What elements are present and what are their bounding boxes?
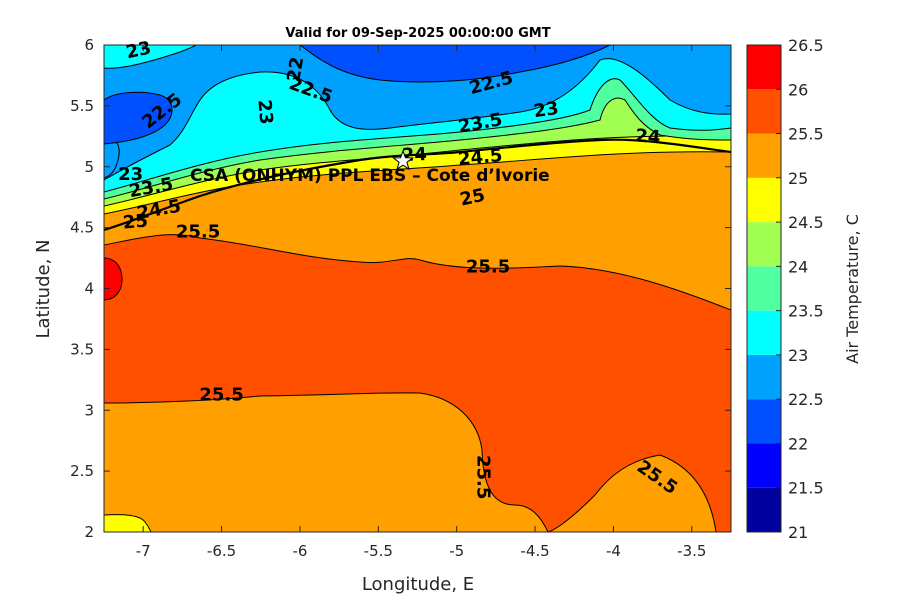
colorbar: 21 21.5 22 22.5 23 23.5 24 24.5 25 25.5 26 26.5: [746, 36, 824, 542]
contour-label: 23: [124, 37, 153, 63]
colorbar-swatch: [747, 45, 781, 90]
colorbar-tick-label: 24: [788, 257, 808, 276]
colorbar-swatch: [747, 222, 781, 267]
contour-label: 22: [283, 55, 308, 83]
colorbar-tick-label: 21.5: [788, 479, 824, 498]
region-26: [104, 257, 123, 301]
y-tick-label: 3.5: [70, 340, 94, 358]
colorbar-swatch: [747, 487, 781, 532]
contour-label: 23: [253, 99, 276, 126]
x-tick-label: -4: [606, 542, 621, 560]
contour-label: 23: [118, 164, 143, 185]
y-axis-ticks: 2 2.5 3 3.5 4 4.5 5 5.5 6: [70, 36, 731, 541]
y-tick-label: 2.5: [70, 462, 94, 480]
contour-label: 25.5: [466, 257, 510, 278]
x-tick-label: -5: [449, 542, 464, 560]
colorbar-swatch: [747, 354, 781, 400]
contour-label: 25.5: [472, 455, 493, 499]
colorbar-tick-label: 23: [788, 346, 808, 365]
colorbar-swatch: [747, 133, 781, 178]
colorbar-tick-label: 26: [788, 80, 808, 99]
y-tick-label: 5: [84, 158, 94, 176]
station-marker: CSA (ONHYM) PPL EBS – Cote d’Ivorie: [190, 149, 550, 186]
x-tick-label: -5.5: [364, 542, 393, 560]
colorbar-swatch: [747, 399, 781, 444]
region-22-5: [104, 45, 731, 181]
colorbar-swatch: [747, 443, 781, 488]
colorbar-tick-label: 21: [788, 523, 808, 542]
colorbar-tick-label: 22: [788, 434, 808, 453]
contour-label: 24: [634, 125, 661, 148]
y-axis-label: Latitude, N: [33, 240, 54, 339]
x-tick-label: -3.5: [677, 542, 706, 560]
star-icon: [392, 149, 414, 171]
colorbar-tick-label: 25.5: [788, 125, 824, 144]
contour-field: [104, 45, 731, 532]
colorbar-tick-label: 24.5: [788, 213, 824, 232]
y-tick-label: 5.5: [70, 97, 94, 115]
region-23-northwest: [104, 45, 197, 69]
region-22-northeast: [299, 45, 611, 83]
colorbar-tick-label: 23.5: [788, 302, 824, 321]
colorbar-tick-label: 22.5: [788, 390, 824, 409]
y-tick-label: 6: [84, 36, 94, 54]
colorbar-tick-label: 25: [788, 169, 808, 188]
x-tick-label: -6.5: [207, 542, 236, 560]
coastline: [104, 138, 731, 232]
contour-label: 23: [532, 98, 560, 122]
colorbar-swatch: [747, 310, 781, 355]
contour-label: 24.5: [457, 145, 503, 170]
x-tick-label: -6: [292, 542, 307, 560]
y-tick-label: 4.5: [70, 219, 94, 237]
y-tick-label: 2: [84, 523, 94, 541]
station-label: CSA (ONHYM) PPL EBS – Cote d’Ivorie: [190, 166, 550, 186]
contour-label: 25.5: [176, 221, 220, 242]
region-24-5-south: [104, 514, 152, 532]
contour-label: 25: [458, 185, 487, 211]
x-tick-label: -4.5: [520, 542, 549, 560]
colorbar-tick-label: 26.5: [788, 36, 824, 55]
chart-title: Valid for 09-Sep-2025 00:00:00 GMT: [285, 26, 550, 41]
x-axis-label: Longitude, E: [362, 574, 474, 595]
colorbar-swatch: [747, 89, 781, 134]
colorbar-swatch: [747, 177, 781, 223]
x-axis-ticks: -7 -6.5 -6 -5.5 -5 -4.5 -4 -3.5: [136, 45, 706, 560]
y-tick-label: 3: [84, 401, 94, 419]
contour-label: 25: [122, 210, 149, 233]
x-tick-label: -7: [136, 542, 151, 560]
colorbar-swatch: [747, 266, 781, 311]
y-tick-label: 4: [84, 280, 94, 298]
region-25-5: [104, 234, 731, 532]
region-22-north: [104, 91, 173, 145]
colorbar-label: Air Temperature, C: [843, 214, 862, 364]
contour-label: 25.5: [199, 384, 243, 405]
colorbar-frame: [746, 44, 782, 533]
